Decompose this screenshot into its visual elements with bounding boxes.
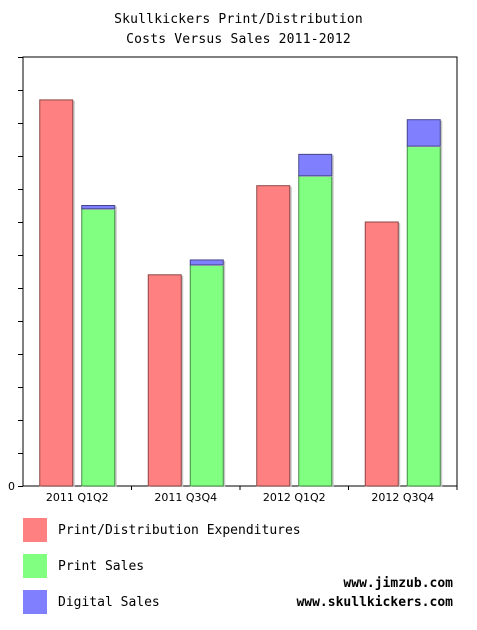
legend-item-print-sales: Print Sales — [23, 554, 144, 578]
bar-sales-2-0 — [81, 205, 116, 210]
bar-sales-2-2 — [298, 153, 333, 177]
y-tick-label-zero: 0 — [8, 480, 15, 493]
bar-sales-2-1 — [189, 259, 224, 266]
legend-swatch-print-sales — [23, 554, 47, 578]
credit-jimzub: www.jimzub.com — [343, 576, 453, 591]
bar-expenditures-0-1 — [147, 274, 182, 487]
bar-sales-1-3 — [406, 145, 441, 487]
bar-expenditures-0-0 — [39, 99, 74, 487]
bar-expenditures-0-2 — [256, 185, 291, 487]
chart-title-line2: Costs Versus Sales 2011-2012 — [126, 32, 351, 47]
legend-item-digital-sales: Digital Sales — [23, 590, 160, 614]
x-tick-label: 2011 Q1Q2 — [46, 491, 109, 504]
bar-sales-1-1 — [189, 264, 224, 487]
bar-sales-1-2 — [298, 175, 333, 487]
x-tick-label: 2011 Q3Q4 — [154, 491, 217, 504]
credit-skullkickers: www.skullkickers.com — [296, 595, 453, 610]
bar-chart: 0 2011 Q1Q2 2011 Q3Q4 2012 Q1Q2 2012 Q3Q4 — [8, 56, 458, 504]
x-tick-label: 2012 Q3Q4 — [371, 491, 434, 504]
bar-expenditures-0-3 — [364, 221, 399, 487]
bar-sales-1-0 — [81, 208, 116, 487]
legend-label-expenditures: Print/Distribution Expenditures — [58, 522, 301, 538]
chart-title-line1: Skullkickers Print/Distribution — [114, 12, 363, 27]
legend-label-digital-sales: Digital Sales — [58, 594, 160, 610]
bar-sales-2-3 — [406, 119, 441, 147]
legend-label-print-sales: Print Sales — [58, 558, 145, 574]
x-tick-label: 2012 Q1Q2 — [263, 491, 326, 504]
legend-swatch-digital-sales — [23, 590, 47, 614]
legend-item-expenditures: Print/Distribution Expenditures — [23, 518, 301, 542]
legend-swatch-expenditures — [23, 518, 47, 542]
